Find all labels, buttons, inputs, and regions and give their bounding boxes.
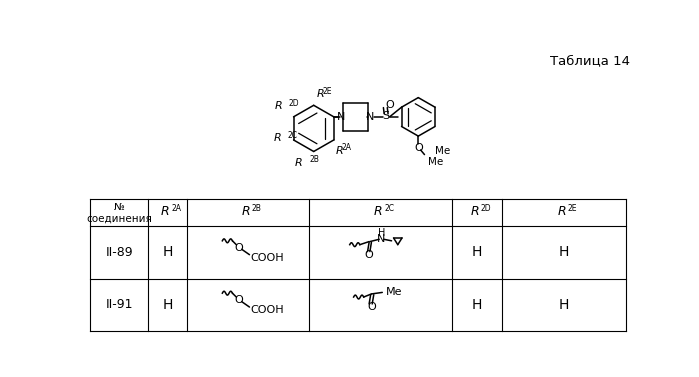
Text: O: O [364,250,373,260]
Text: COOH: COOH [250,253,284,263]
Text: R: R [241,205,250,218]
Text: COOH: COOH [250,305,284,315]
Text: 2D: 2D [289,99,299,107]
Text: O: O [367,302,376,312]
Text: R: R [275,101,282,111]
Text: H: H [162,298,173,312]
Text: R: R [470,205,479,218]
Text: №
соединения: № соединения [87,202,152,224]
Text: Me: Me [385,287,402,297]
Text: O: O [234,243,243,253]
Text: 2A: 2A [171,204,182,213]
Text: O: O [234,295,243,305]
Text: 2B: 2B [309,155,319,164]
Text: O: O [385,100,394,110]
Text: R: R [317,89,324,99]
Text: Me: Me [435,147,451,156]
Text: R: R [295,158,303,168]
Text: 2D: 2D [481,204,491,213]
Text: 2C: 2C [384,204,395,213]
Text: R: R [374,205,383,218]
Text: N: N [377,234,385,244]
Text: Таблица 14: Таблица 14 [549,55,630,67]
Text: 2E: 2E [323,87,333,96]
Text: R: R [557,205,566,218]
Text: II-91: II-91 [106,298,133,311]
Text: 2A: 2A [342,143,352,152]
Text: H: H [378,228,385,238]
Text: N: N [337,112,345,122]
Text: H: H [472,245,482,259]
Text: 2E: 2E [568,204,577,213]
Text: R: R [161,205,170,218]
Text: Me: Me [428,156,444,167]
Text: H: H [559,298,569,312]
Text: 2C: 2C [287,131,297,140]
Text: H: H [559,245,569,259]
Text: S: S [382,111,389,121]
Text: N: N [366,112,375,122]
Text: 2B: 2B [252,204,261,213]
Text: H: H [472,298,482,312]
Text: R: R [273,133,281,143]
Text: O: O [414,143,423,153]
Text: II-89: II-89 [106,246,134,259]
Text: H: H [162,245,173,259]
Text: R: R [336,146,343,156]
